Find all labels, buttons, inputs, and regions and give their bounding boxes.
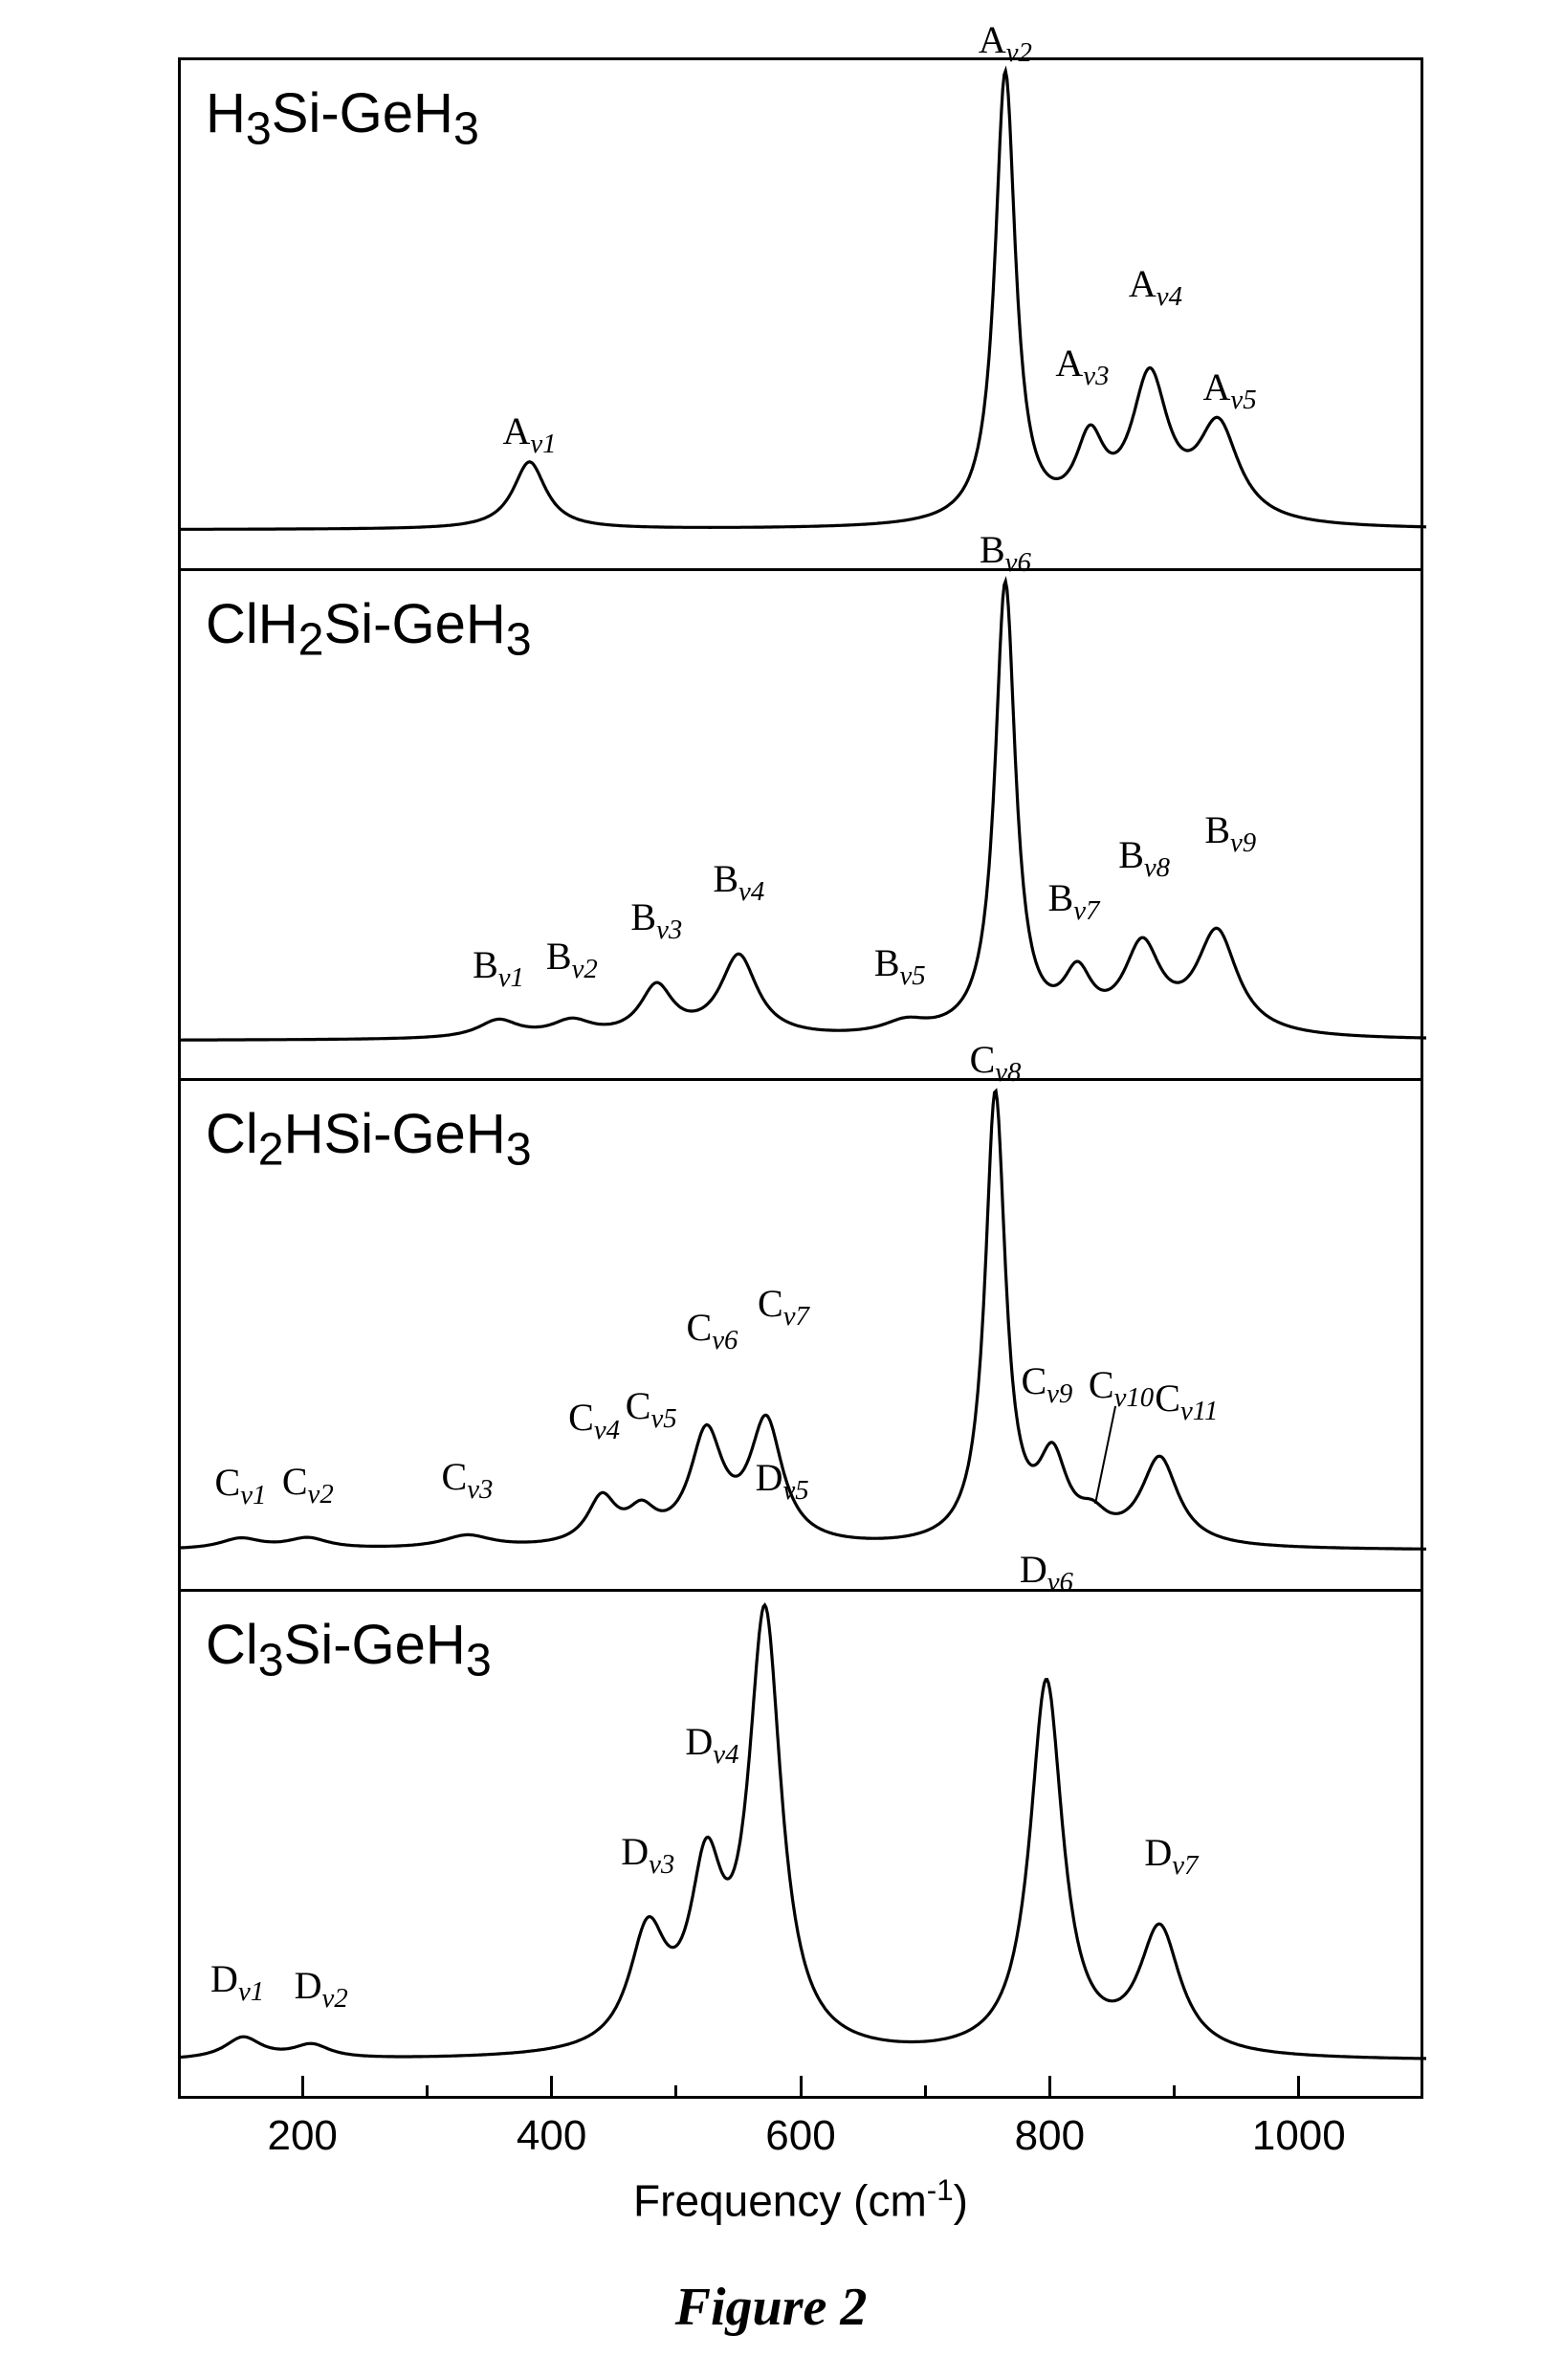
xtick-major	[800, 2076, 803, 2099]
xtick-major	[550, 2076, 553, 2099]
xtick-minor	[1173, 2085, 1176, 2099]
xtick-minor	[924, 2085, 927, 2099]
xtick-label: 600	[765, 2112, 835, 2160]
xtick-major	[301, 2076, 304, 2099]
xtick-major	[1297, 2076, 1300, 2099]
xtick-label: 200	[267, 2112, 337, 2160]
xaxis-label: Frequency (cm-1)	[633, 2173, 968, 2226]
figure-caption: Figure 2	[675, 2277, 868, 2338]
xtick-label: 800	[1015, 2112, 1085, 2160]
xtick-major	[1048, 2076, 1051, 2099]
xtick-minor	[674, 2085, 677, 2099]
xtick-label: 400	[517, 2112, 586, 2160]
figure-page: H3Si-GeH3Aν1Aν2Aν3Aν4Aν5ClH2Si-GeH3Bν1Bν…	[0, 0, 1542, 2380]
xtick-minor	[426, 2085, 429, 2099]
x-axis: 200 400 600 800 1000 Frequency (cm-1)	[178, 57, 1423, 2252]
xtick-label: 1000	[1252, 2112, 1346, 2160]
